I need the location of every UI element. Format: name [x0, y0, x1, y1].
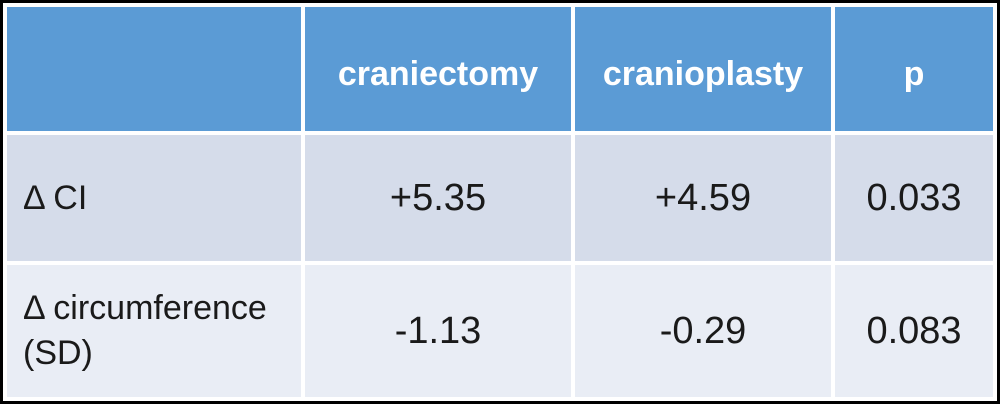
header-row: craniectomy cranioplasty p — [7, 7, 993, 131]
results-table: craniectomy cranioplasty p Δ CI +5.35 +4… — [3, 3, 997, 401]
header-cell-craniectomy: craniectomy — [305, 7, 571, 131]
header-empty-cell — [7, 7, 301, 131]
row-label-delta-ci: Δ CI — [7, 135, 301, 261]
value-delta-circumference-cranioplasty: -0.29 — [575, 265, 831, 397]
value-delta-ci-p: 0.033 — [835, 135, 993, 261]
value-delta-ci-cranioplasty: +4.59 — [575, 135, 831, 261]
row-label-delta-circumference: Δ circumference (SD) — [7, 265, 301, 397]
value-delta-circumference-p: 0.083 — [835, 265, 993, 397]
table-row-delta-ci: Δ CI +5.35 +4.59 0.033 — [7, 135, 993, 261]
value-delta-circumference-craniectomy: -1.13 — [305, 265, 571, 397]
header-cell-p: p — [835, 7, 993, 131]
value-delta-ci-craniectomy: +5.35 — [305, 135, 571, 261]
header-cell-cranioplasty: cranioplasty — [575, 7, 831, 131]
table-row-delta-circumference: Δ circumference (SD) -1.13 -0.29 0.083 — [7, 265, 993, 397]
